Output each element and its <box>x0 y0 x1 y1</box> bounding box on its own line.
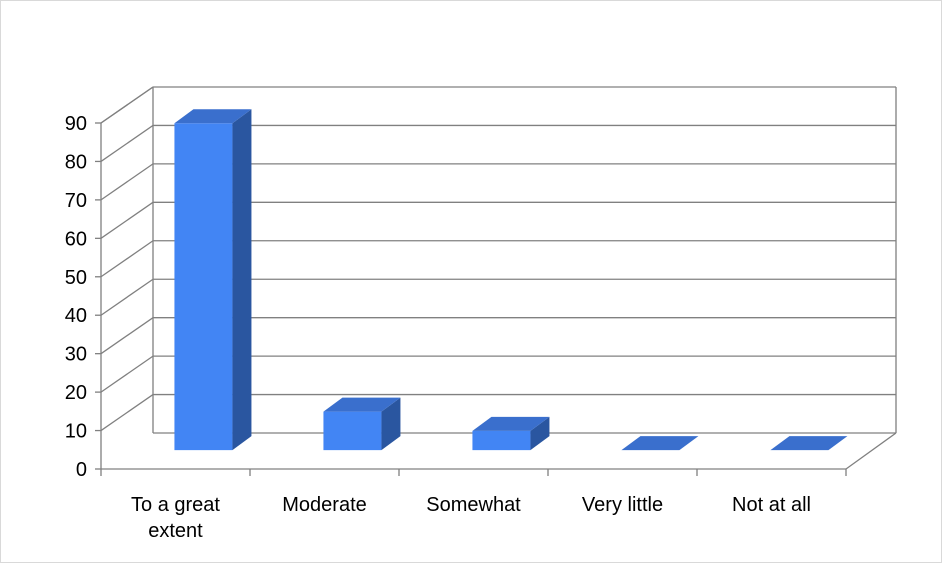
side-gridline <box>100 278 154 316</box>
bar-top-face <box>770 436 848 451</box>
x-tick-labels: To a great extent Moderate Somewhat Very lit… <box>131 494 811 542</box>
bar-front-face <box>174 123 233 451</box>
bar-side-face <box>232 109 252 451</box>
x-tick-label: Somewhat <box>426 494 521 516</box>
side-gridline <box>100 163 154 201</box>
y-tick-label: 40 <box>65 305 87 327</box>
y-tick-label: 30 <box>65 344 87 366</box>
gridlines <box>100 86 896 432</box>
side-gridline <box>100 355 154 393</box>
bar-front-face <box>323 411 382 451</box>
bar-front-face <box>472 430 531 451</box>
side-gridline <box>100 394 154 432</box>
y-tick-label: 90 <box>65 113 87 135</box>
x-tick-label: Moderate <box>282 494 367 516</box>
y-tick-label: 20 <box>65 382 87 404</box>
side-wall-top-edge <box>100 86 154 124</box>
side-gridline <box>100 317 154 355</box>
bar-top-face <box>174 109 252 124</box>
bar <box>472 416 550 451</box>
bar-side-face <box>530 416 550 451</box>
y-tick-label: 10 <box>65 421 87 443</box>
bar-top-face <box>621 436 699 451</box>
side-gridline <box>100 124 154 162</box>
x-tick-label: Not at all <box>732 494 811 516</box>
y-tick-label: 80 <box>65 151 87 173</box>
x-tick-label: Very little <box>582 494 663 516</box>
bar <box>621 436 699 451</box>
bar-top-face <box>472 416 550 431</box>
bar <box>323 397 401 451</box>
y-tick-label: 60 <box>65 228 87 250</box>
y-tick-label: 50 <box>65 267 87 289</box>
side-gridline <box>100 201 154 239</box>
y-tick-labels: 0 10 20 30 40 50 60 70 80 90 <box>65 113 87 481</box>
bars <box>174 109 848 451</box>
bar-side-face <box>381 397 401 451</box>
floor-right-edge <box>845 432 897 470</box>
bar <box>174 109 252 451</box>
x-tick-label: To a great extent <box>131 494 220 542</box>
bar-top-face <box>323 397 401 412</box>
side-gridline <box>100 240 154 278</box>
bar <box>770 436 848 451</box>
y-tick-label: 70 <box>65 190 87 212</box>
y-tick-label: 0 <box>76 459 87 481</box>
